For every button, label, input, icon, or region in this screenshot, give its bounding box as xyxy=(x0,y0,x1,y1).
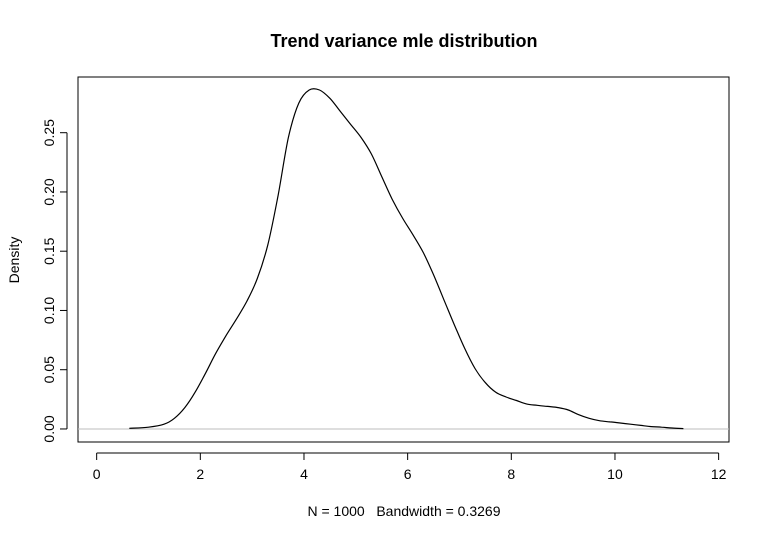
y-tick-label: 0.20 xyxy=(41,178,57,205)
x-tick-label: 0 xyxy=(93,466,101,482)
chart-title: Trend variance mle distribution xyxy=(270,31,537,51)
x-tick-label: 10 xyxy=(607,466,623,482)
y-axis: 0.00 0.05 0.10 0.15 0.20 0.25 xyxy=(41,119,68,443)
y-tick-label: 0.25 xyxy=(41,119,57,146)
y-tick-label: 0.15 xyxy=(41,237,57,264)
plot-frame xyxy=(77,76,730,443)
y-tick-label: 0.00 xyxy=(41,415,57,442)
x-tick-label: 2 xyxy=(196,466,204,482)
y-axis-label: Density xyxy=(6,237,22,284)
x-tick-label: 4 xyxy=(300,466,308,482)
density-curve xyxy=(129,88,684,430)
y-tick-label: 0.10 xyxy=(41,297,57,324)
x-axis: 0 2 4 6 8 10 12 xyxy=(93,452,727,482)
x-tick-label: 8 xyxy=(507,466,515,482)
y-tick-label: 0.05 xyxy=(41,356,57,383)
x-tick-label: 6 xyxy=(404,466,412,482)
x-axis-label: N = 1000 Bandwidth = 0.3269 xyxy=(307,503,500,519)
x-tick-label: 12 xyxy=(711,466,727,482)
